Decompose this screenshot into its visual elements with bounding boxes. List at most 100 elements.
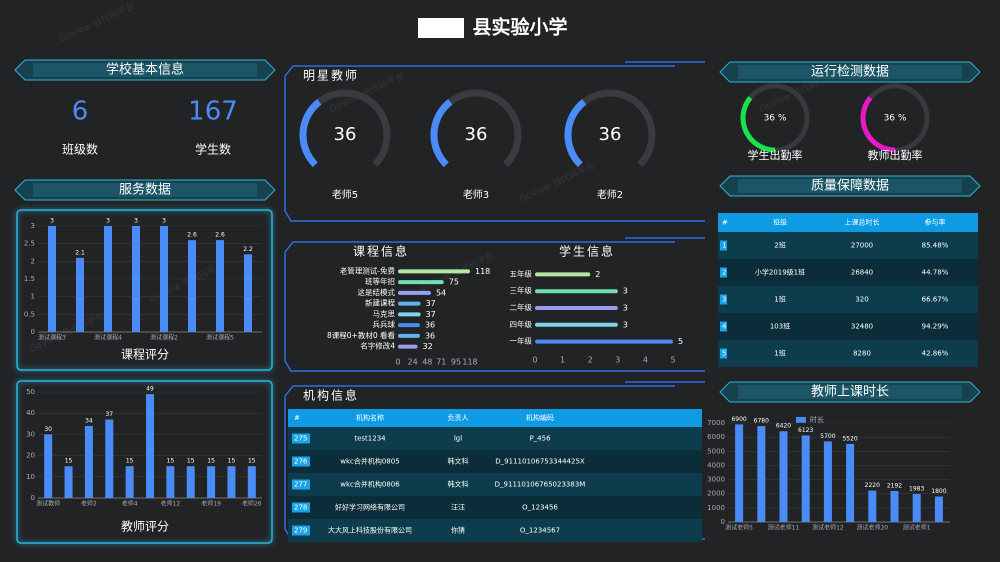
y-tick-label: 班等年招 (365, 276, 395, 286)
x-tick-label: 测试老师5 (725, 524, 753, 532)
bar-value-label: 34 (85, 417, 93, 424)
panel-frame (284, 61, 705, 222)
table-cell: D_91110106753344425X (495, 458, 585, 466)
table-cell: P_456 (529, 435, 551, 443)
y-tick-label: 20 (26, 452, 35, 460)
bar (823, 441, 832, 522)
bar-value-label: 36 (425, 331, 435, 340)
section-title: 服务数据 (119, 182, 171, 198)
row-badge (292, 456, 310, 467)
bar-value-label: 2192 (887, 482, 902, 489)
table-cell: 好好学习网络有限公司 (335, 503, 405, 512)
table-header-cell: 上课总时长 (845, 218, 880, 227)
table-cell: 26840 (851, 269, 873, 277)
bar (398, 269, 470, 274)
panel-title: 课程信息 (353, 244, 409, 259)
section-title: 运行检测数据 (811, 65, 889, 80)
table-cell: 5 (722, 350, 726, 358)
redaction (418, 18, 464, 38)
bar-value-label: 2220 (865, 482, 880, 489)
bar (84, 425, 93, 498)
panel-title: 明星教师 (303, 68, 359, 83)
table-cell: 277 (294, 481, 307, 489)
table-row (288, 427, 702, 450)
table-header-cell: 负责人 (448, 413, 469, 422)
table-row (718, 286, 978, 313)
table-cell: 32480 (851, 323, 873, 331)
bar-value-label: 15 (167, 458, 175, 465)
bar-value-label: 5700 (820, 433, 835, 440)
bar-value-label: 6900 (731, 416, 746, 423)
bar (227, 466, 236, 498)
x-tick-label: 5 (670, 356, 675, 365)
bar (868, 490, 877, 522)
table-cell: O_123456 (522, 504, 558, 512)
bar-value-label: 15 (207, 458, 215, 465)
y-tick-label: 30 (26, 430, 35, 438)
y-tick-label: 3000 (707, 476, 725, 484)
bar (125, 466, 134, 498)
panel-frame (16, 209, 273, 371)
x-tick-label: 老师26 (242, 500, 262, 508)
header-inner (738, 179, 962, 193)
bar (912, 493, 921, 522)
bar-value-label: 15 (187, 458, 195, 465)
bar-value-label: 5 (678, 337, 683, 346)
x-tick-label: 0 (532, 356, 537, 365)
bar-value-label: 6123 (798, 427, 813, 434)
bar-value-label: 3 (623, 287, 628, 296)
y-tick-label: 0.5 (24, 310, 35, 318)
bar (535, 272, 591, 277)
gauge-arc (564, 99, 587, 168)
gauge-label: 老师2 (597, 188, 623, 201)
section-title: 质量保障数据 (811, 179, 889, 194)
bar (104, 226, 112, 332)
panel-title: 学生信息 (559, 244, 615, 259)
y-tick-label: 马克思 (373, 309, 396, 318)
gauge-arc (299, 99, 322, 168)
bar (244, 254, 252, 332)
y-tick-label: 1000 (707, 504, 725, 512)
bar-value-label: 118 (475, 267, 490, 276)
bar-value-label: 15 (248, 458, 256, 465)
table-row (718, 340, 978, 367)
bar (105, 419, 114, 498)
bar (160, 226, 168, 332)
table-header (288, 409, 702, 427)
panel-frame (16, 380, 273, 544)
table-cell: 103班 (770, 322, 790, 331)
bar (535, 339, 673, 344)
table-cell: O_1234567 (520, 527, 560, 535)
table-cell: 42.86% (922, 350, 949, 358)
chart-title: 教师评分 (121, 519, 169, 534)
bar (64, 466, 73, 498)
y-tick-label: 7000 (707, 419, 725, 427)
x-tick-label: 24 (408, 358, 418, 367)
x-tick-label: 测试老师1 (903, 524, 931, 532)
bar-value-label: 37 (426, 299, 436, 308)
table-cell: 279 (294, 527, 307, 535)
bar-value-label: 15 (126, 458, 134, 465)
y-tick-label: 名字修改4 (360, 341, 395, 351)
x-tick-label: 1 (560, 356, 565, 365)
bar-value-label: 37 (426, 310, 436, 319)
table-cell: 小学2019级1班 (755, 268, 805, 277)
table-cell: 2 (722, 269, 726, 277)
gauge-value: 36 (465, 124, 488, 145)
table-cell: 韩文科 (448, 480, 469, 489)
bar (535, 322, 618, 327)
table-row (288, 473, 702, 496)
table-row (718, 313, 978, 340)
bar-value-label: 75 (449, 278, 459, 287)
bar (801, 435, 810, 522)
x-tick-label: 测试课程3 (38, 334, 66, 342)
y-tick-label: 1.5 (24, 275, 35, 283)
bar (186, 466, 195, 498)
panel-title: 机构信息 (303, 388, 359, 403)
row-badge (720, 348, 727, 359)
table-cell: D_91110106765023383M (495, 481, 586, 489)
bar-value-label: 3 (134, 218, 138, 225)
y-tick-label: 一年级 (510, 336, 533, 346)
bar (846, 443, 855, 522)
